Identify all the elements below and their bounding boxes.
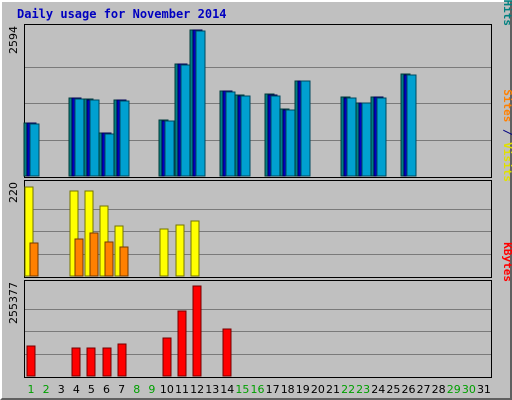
bar-kbytes-day-11 (177, 310, 187, 377)
bar-pages-day-4 (74, 98, 85, 177)
bar-sites-day-4 (74, 238, 84, 277)
bar-sites-day-6 (104, 241, 114, 277)
x-tick-label: 1 (28, 383, 35, 396)
legend-pages-files-hits: Pages / Files / Hits (501, 0, 512, 26)
bar-pages-day-17 (270, 95, 281, 177)
x-tick-label: 3 (58, 383, 65, 396)
bar-pages-day-11 (180, 64, 191, 177)
bar-kbytes-day-7 (117, 343, 127, 377)
panel-kbytes-border (24, 280, 492, 378)
bar-visits-day-1 (24, 186, 34, 277)
x-tick-label: 17 (266, 383, 280, 396)
x-tick-label: 15 (235, 383, 249, 396)
legend-entry: / (501, 122, 512, 142)
bar-kbytes-day-10 (162, 337, 172, 377)
x-tick-label: 19 (296, 383, 310, 396)
x-tick-label: 6 (103, 383, 110, 396)
bar-visits-day-6 (99, 205, 109, 277)
x-tick-label: 28 (432, 383, 446, 396)
x-tick-label: 13 (205, 383, 219, 396)
x-tick-label: 25 (386, 383, 400, 396)
x-tick-label: 14 (220, 383, 234, 396)
bar-pages-day-10 (164, 120, 175, 177)
x-tick-label: 26 (401, 383, 415, 396)
bar-pages-day-22 (346, 97, 357, 177)
bar-pages-day-18 (285, 109, 296, 177)
y-max-label: 2594 (7, 26, 20, 54)
bar-pages-day-1 (29, 123, 40, 177)
bar-kbytes-day-14 (222, 328, 232, 377)
y-max-label: 220 (7, 182, 20, 203)
bar-kbytes-day-5 (86, 347, 96, 377)
chart-title: Daily usage for November 2014 (17, 7, 227, 21)
x-tick-label: 30 (462, 383, 476, 396)
x-tick-label: 18 (281, 383, 295, 396)
bar-sites-day-5 (89, 232, 99, 277)
x-tick-label: 21 (326, 383, 340, 396)
bar-sites-day-7 (119, 246, 129, 277)
bar-pages-day-7 (119, 100, 130, 177)
bar-pages-day-24 (376, 97, 387, 177)
x-tick-label: 24 (371, 383, 385, 396)
bar-kbytes-day-12 (192, 285, 202, 377)
x-tick-label: 29 (447, 383, 461, 396)
x-tick-label: 5 (88, 383, 95, 396)
x-tick-label: 27 (417, 383, 431, 396)
bar-pages-day-26 (406, 74, 417, 177)
bar-visits-day-11 (175, 224, 185, 277)
panel-kbytes-background (24, 280, 492, 378)
x-tick-label: 7 (118, 383, 125, 396)
x-tick-label: 10 (160, 383, 174, 396)
bar-visits-day-10 (159, 228, 169, 277)
bar-pages-day-15 (240, 95, 251, 177)
bar-visits-day-12 (190, 220, 200, 277)
legend-entry: Sites (501, 89, 512, 122)
panel-pages-files-hits-border (24, 24, 492, 178)
bar-visits-day-4 (69, 190, 79, 277)
bar-pages-day-14 (225, 91, 236, 177)
bar-pages-day-23 (361, 102, 372, 177)
y-max-label: 255377 (7, 282, 20, 324)
x-tick-label: 16 (251, 383, 265, 396)
bar-pages-day-19 (300, 80, 311, 177)
x-tick-label: 11 (175, 383, 189, 396)
bar-sites-day-1 (29, 242, 39, 277)
legend-entry: KBytes (501, 242, 512, 282)
bar-pages-day-12 (195, 30, 206, 177)
bar-kbytes-day-4 (71, 347, 81, 377)
bar-kbytes-day-1 (26, 345, 36, 377)
bar-pages-day-5 (89, 99, 100, 177)
x-tick-label: 22 (341, 383, 355, 396)
legend-kbytes: KBytes (501, 242, 512, 282)
x-tick-label: 9 (148, 383, 155, 396)
bar-pages-day-6 (104, 133, 115, 177)
legend-entry: Hits (501, 0, 512, 26)
legend-visits-sites: Sites / Visits (501, 89, 512, 182)
x-tick-label: 12 (190, 383, 204, 396)
x-tick-label: 4 (73, 383, 80, 396)
x-tick-label: 8 (133, 383, 140, 396)
legend-entry: Visits (501, 142, 512, 182)
bar-kbytes-day-6 (102, 347, 112, 377)
x-tick-label: 23 (356, 383, 370, 396)
x-tick-label: 31 (477, 383, 491, 396)
x-tick-label: 2 (43, 383, 50, 396)
x-tick-label: 20 (311, 383, 325, 396)
